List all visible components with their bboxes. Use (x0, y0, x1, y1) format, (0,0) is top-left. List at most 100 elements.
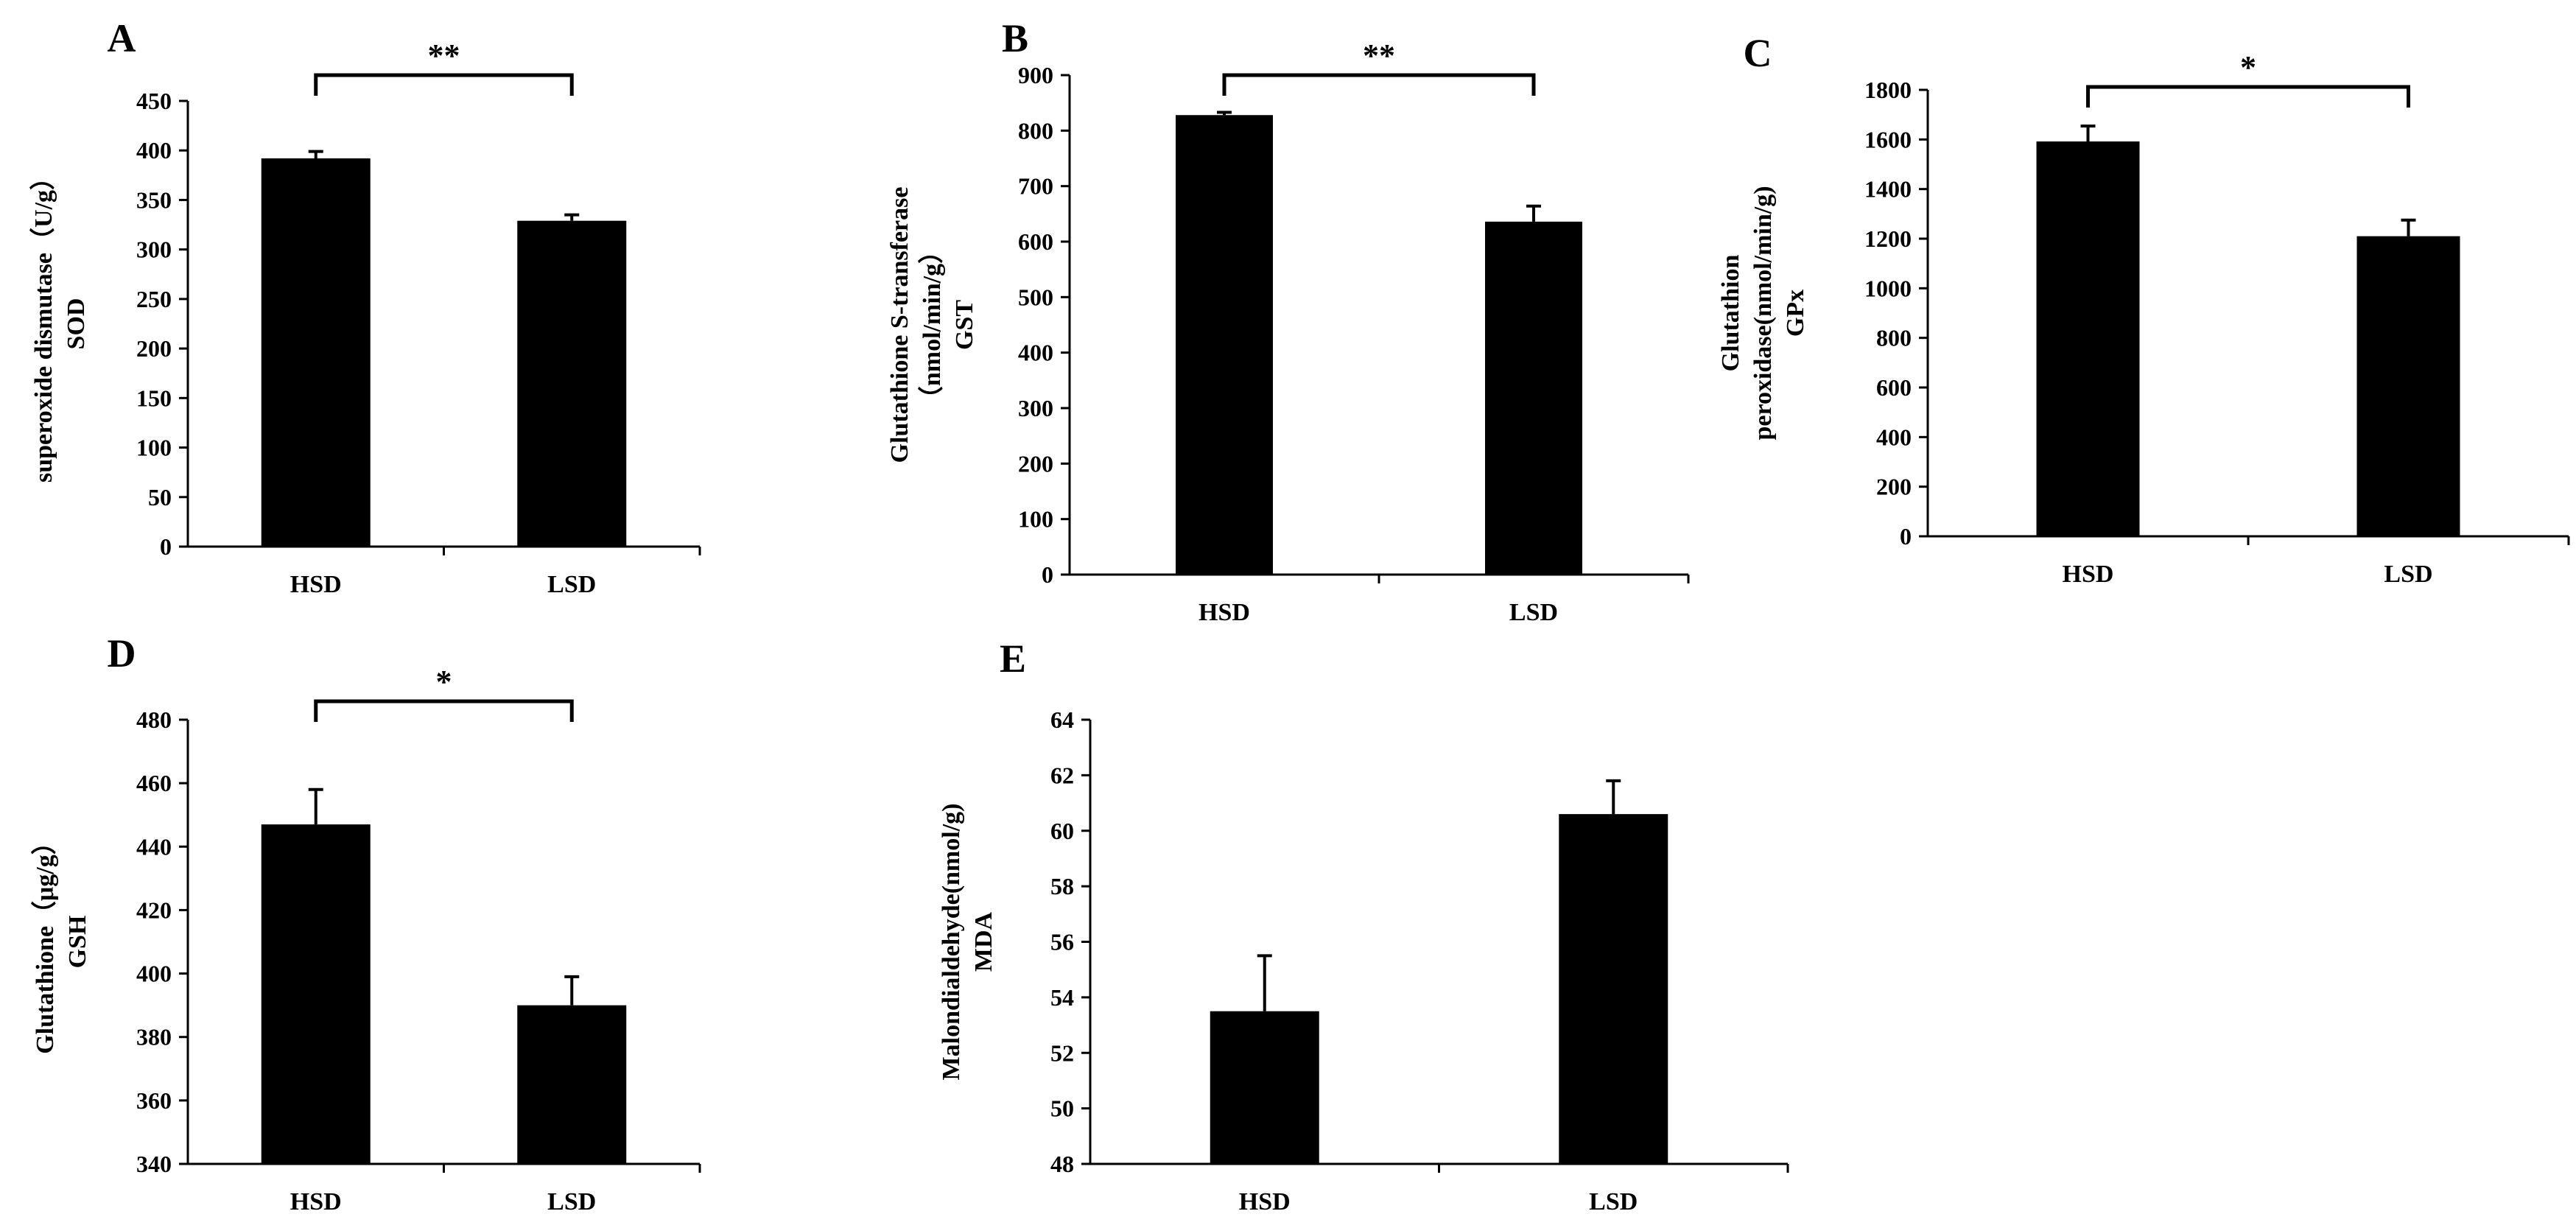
y-tick-label: 1600 (1864, 126, 1912, 152)
y-axis-label: GSH (64, 916, 91, 969)
y-tick-label: 200 (1018, 450, 1053, 477)
y-axis-label: SOD (63, 298, 90, 350)
bar-hsd (2036, 141, 2140, 536)
error-bar-lsd (1526, 204, 1541, 222)
y-tick-label: 1400 (1864, 176, 1912, 203)
y-tick-label: 250 (136, 286, 172, 312)
y-tick-label: 400 (1018, 340, 1053, 366)
y-tick-label: 54 (1050, 984, 1074, 1011)
y-tick-label: 400 (136, 961, 172, 987)
y-axis-label: peroxidase(nmol/min/g) (1749, 186, 1777, 440)
significance-bracket (314, 699, 574, 722)
y-axis-label: Glutathion (1717, 255, 1744, 372)
error-bar-lsd (2401, 218, 2416, 236)
significance-bracket (1222, 73, 1536, 96)
x-category-label: HSD (290, 571, 342, 598)
bar-lsd (1485, 221, 1582, 575)
bar-lsd (1559, 814, 1668, 1164)
panel-label: A (108, 16, 136, 60)
error-bar-hsd (1217, 110, 1232, 116)
x-category-label: HSD (1239, 1188, 1291, 1215)
x-category-label: LSD (1589, 1188, 1638, 1215)
y-tick-label: 300 (136, 236, 172, 263)
y-axis-label: Glutathione S-transferase (886, 187, 913, 463)
y-tick-label: 52 (1050, 1039, 1074, 1066)
y-axis-label: Glutathione（μg/g） (30, 829, 59, 1054)
y-axis-label: MDA (970, 911, 997, 972)
panel-label: E (1000, 636, 1026, 681)
chart-panel-c: C 0 200 400 600 800 1000 1200 1400 1600 1800 HSD LSD… (1717, 31, 2570, 588)
panel-label: B (1002, 16, 1028, 60)
y-tick-label: 0 (160, 533, 172, 560)
y-tick-label: 100 (136, 435, 172, 461)
y-tick-label: 420 (136, 897, 172, 923)
y-tick-label: 500 (1018, 284, 1053, 310)
x-category-label: LSD (2384, 561, 2432, 588)
chart-panel-d: D 340 360 380 400 420 440 460 480 HSD LSD * Glutathi… (30, 631, 701, 1215)
y-tick-label: 340 (136, 1151, 172, 1177)
y-tick-label: 50 (1050, 1095, 1074, 1122)
significance-marker: * (436, 664, 452, 700)
y-tick-label: 0 (1042, 561, 1053, 588)
bar-lsd (517, 220, 627, 547)
y-tick-label: 400 (1876, 424, 1912, 450)
significance-marker: ** (428, 38, 460, 74)
chart-panel-b: B 0 100 200 300 400 500 600 700 800 900 HSD LSD ** Glu… (886, 16, 1690, 626)
x-category-label: HSD (1198, 599, 1250, 626)
significance-marker: ** (1363, 38, 1395, 74)
x-category-label: LSD (547, 1188, 596, 1215)
y-axis-label: GPx (1782, 290, 1809, 337)
y-tick-label: 200 (136, 335, 172, 362)
bar-lsd (517, 1005, 627, 1164)
error-bar-hsd (308, 150, 323, 158)
y-tick-label: 48 (1050, 1151, 1074, 1177)
y-tick-label: 64 (1050, 706, 1074, 733)
y-tick-label: 62 (1050, 762, 1074, 788)
y-tick-label: 460 (136, 770, 172, 796)
y-tick-label: 440 (136, 833, 172, 860)
bar-hsd (1210, 1011, 1319, 1164)
y-axis-label: superoxide dismutase（U/g） (29, 165, 57, 483)
y-tick-label: 200 (1876, 474, 1912, 500)
y-tick-label: 800 (1018, 117, 1053, 144)
bar-hsd (261, 824, 371, 1164)
significance-bracket (2086, 85, 2410, 108)
y-tick-label: 1200 (1864, 225, 1912, 252)
y-axis-label: （nmol/min/g） (917, 239, 946, 411)
error-bar-lsd (564, 975, 580, 1006)
bar-hsd (1176, 115, 1273, 575)
y-tick-label: 300 (1018, 395, 1053, 421)
x-category-label: HSD (2063, 561, 2114, 588)
y-tick-label: 50 (148, 484, 172, 511)
x-category-label: LSD (1509, 599, 1558, 626)
y-tick-label: 1800 (1864, 77, 1912, 103)
y-tick-label: 360 (136, 1087, 172, 1114)
y-tick-label: 350 (136, 186, 172, 213)
x-category-label: HSD (290, 1188, 342, 1215)
y-tick-label: 700 (1018, 173, 1053, 200)
y-axis-label: Malondialdehyde(nmol/g) (938, 804, 965, 1081)
error-bar-hsd (2080, 124, 2096, 142)
error-bar-hsd (308, 787, 323, 825)
significance-marker: * (2240, 49, 2256, 85)
y-tick-label: 60 (1050, 818, 1074, 844)
y-tick-label: 58 (1050, 873, 1074, 899)
chart-panel-e: E 48 50 52 54 56 58 60 62 64 HSD LSD Malondialdehyde… (938, 636, 1789, 1215)
y-tick-label: 600 (1018, 228, 1053, 255)
y-axis-label: GST (951, 300, 978, 350)
y-tick-label: 150 (136, 385, 172, 411)
y-tick-label: 380 (136, 1024, 172, 1050)
y-tick-label: 900 (1018, 62, 1053, 88)
error-bar-lsd (1606, 779, 1621, 815)
significance-bracket (314, 73, 574, 96)
y-tick-label: 0 (1900, 523, 1912, 550)
y-tick-label: 600 (1876, 374, 1912, 401)
y-tick-label: 450 (136, 88, 172, 114)
panel-label: C (1744, 31, 1772, 75)
chart-panel-a: A 0 50 100 150 200 250 300 350 400 450 HSD LSD ** supe… (29, 16, 701, 598)
y-tick-label: 480 (136, 706, 172, 733)
panel-label: D (108, 631, 136, 676)
y-tick-label: 400 (136, 137, 172, 164)
bar-hsd (261, 158, 371, 547)
error-bar-hsd (1257, 954, 1272, 1011)
